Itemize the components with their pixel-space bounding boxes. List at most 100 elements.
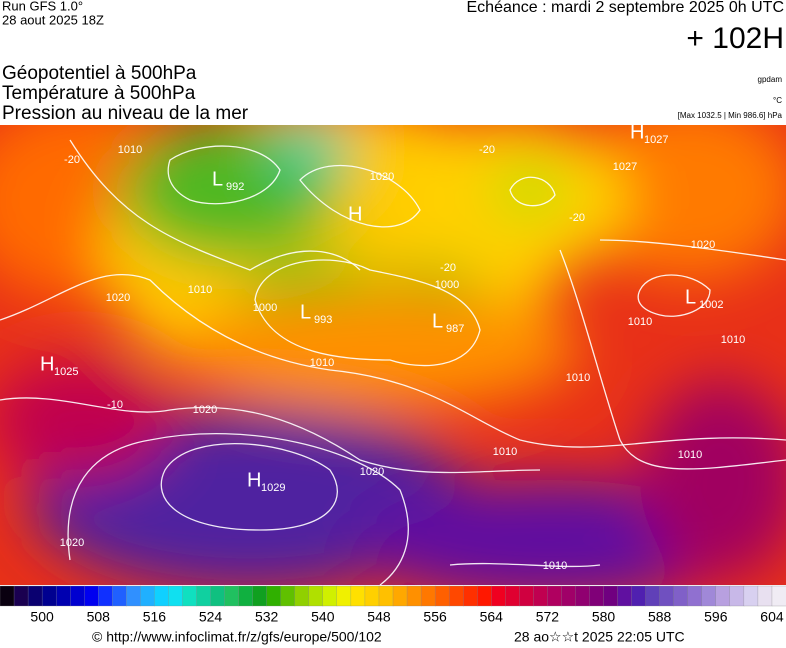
colorbar-cell (631, 585, 647, 607)
colorbar-cell (729, 585, 745, 607)
source-link: © http://www.infoclimat.fr/z/gfs/europe/… (92, 629, 382, 645)
colorbar-cell (491, 585, 506, 607)
map-field (0, 125, 786, 585)
isobar-label: 1020 (370, 171, 394, 183)
field-name: Température à 500hPa (2, 83, 196, 104)
center-letter: H (630, 121, 644, 143)
isobar-label: -20 (64, 154, 80, 166)
colorbar-cell (533, 585, 548, 607)
center-value: 992 (226, 181, 244, 193)
colorbar-cell (196, 585, 211, 607)
center-letter: H (247, 469, 261, 491)
colorbar-cell (420, 585, 436, 607)
colorbar-cell (617, 585, 633, 607)
colorbar-cell (771, 585, 786, 607)
colorbar-cell (41, 585, 57, 607)
run-date: 28 aout 2025 18Z (2, 12, 104, 27)
colorbar-cell (266, 585, 282, 607)
colorbar-cell (252, 585, 268, 607)
colorbar-cell (168, 585, 183, 607)
colorbar-cell (477, 585, 492, 607)
colorbar-cell (154, 585, 169, 607)
center-value: 993 (314, 314, 332, 326)
isobar-label: 1020 (360, 466, 384, 478)
colorbar-cell (519, 585, 534, 607)
colorbar-cell (210, 585, 226, 607)
isobar-label: 1020 (106, 292, 130, 304)
colorbar-cell (322, 585, 338, 607)
colorbar-tick-label: 540 (311, 609, 335, 625)
colorbar-cell (603, 585, 619, 607)
colorbar-cell (126, 585, 141, 607)
colorbar-cell (673, 585, 689, 607)
colorbar-cell (140, 585, 155, 607)
colorbar-cell (27, 585, 43, 607)
center-value: 1025 (54, 366, 78, 378)
colorbar-tick-label: 556 (423, 609, 447, 625)
center-letter: L (212, 168, 223, 190)
isobar-label: 1020 (691, 239, 715, 251)
field-name: Géopotentiel à 500hPa (2, 63, 197, 84)
colorbar-cell (687, 585, 703, 607)
field-unit: [Max 1032.5 | Min 986.6] hPa (678, 111, 783, 120)
colorbar-tick-label: 524 (199, 609, 223, 625)
isobar-label: 1010 (566, 372, 590, 384)
colorbar-tick-label: 564 (480, 609, 504, 625)
colorbar-tick-label: 604 (760, 609, 784, 625)
isobar-label: 1010 (678, 449, 702, 461)
colorbar-cell (463, 585, 478, 607)
isobar-label: 1010 (188, 284, 212, 296)
colorbar-tick-label: 572 (536, 609, 560, 625)
colorbar-tick-label: 588 (648, 609, 672, 625)
isobar-label: -20 (479, 144, 495, 156)
field-name: Pression au niveau de la mer (2, 103, 249, 124)
field-unit: gpdam (758, 75, 783, 84)
lead-time: + 102H (686, 22, 784, 55)
colorbar-cell (182, 585, 197, 607)
center-value: 987 (446, 323, 464, 335)
colorbar-cell (505, 585, 520, 607)
colorbar-cell (547, 585, 562, 607)
colorbar-cell (715, 585, 731, 607)
colorbar-cell (434, 585, 450, 607)
colorbar-tick-label: 508 (87, 609, 111, 625)
center-letter: H (348, 203, 362, 225)
center-value: 1027 (644, 134, 668, 146)
colorbar-tick-label: 516 (143, 609, 167, 625)
colorbar-tick-label: 500 (30, 609, 54, 625)
colorbar-cell (448, 585, 464, 607)
colorbar-tick-label: 580 (592, 609, 616, 625)
isobar-label: 1010 (721, 334, 745, 346)
isobar-label: 1010 (628, 316, 652, 328)
colorbar-cell (350, 585, 366, 607)
colorbar-cell (757, 585, 773, 607)
isobar-label: 1000 (253, 302, 277, 314)
center-letter: H (40, 353, 54, 375)
colorbar-cell (55, 585, 71, 607)
isobar-label: 1010 (310, 357, 334, 369)
colorbar-cell (0, 585, 15, 607)
isobar-label: 1020 (60, 537, 84, 549)
center-letter: L (300, 301, 311, 323)
isobar-label: 1027 (613, 161, 637, 173)
colorbar-cell (112, 585, 127, 607)
colorbar-tick-label: 596 (704, 609, 728, 625)
colorbar-cell (224, 585, 240, 607)
generated-time: 28 ao☆☆t 2025 22:05 UTC (514, 629, 685, 645)
isobar-label: 1000 (435, 279, 459, 291)
colorbar-cell (98, 585, 113, 607)
center-value: 1002 (699, 299, 723, 311)
colorbar-cell (13, 585, 29, 607)
colorbar-cell (364, 585, 380, 607)
colorbar-cell (280, 585, 296, 607)
isobar-label: -10 (107, 399, 123, 411)
colorbar-cell (70, 585, 85, 607)
field-unit: °C (773, 96, 782, 105)
center-value: 1029 (261, 482, 285, 494)
colorbar-cell (308, 585, 324, 607)
colorbar-cell (84, 585, 99, 607)
colorbar-cell (238, 585, 254, 607)
center-letter: L (685, 286, 696, 308)
